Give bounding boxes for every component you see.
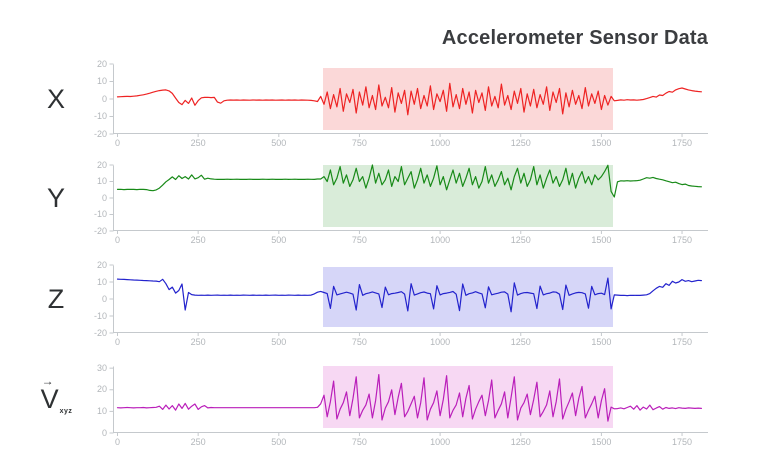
- signal-plot-y: [109, 164, 708, 234]
- y-tick-label: 30: [96, 362, 107, 373]
- plot-area-v: 30 20 10 0 0 250 500 750 1000 1250 1500 1750: [97, 363, 708, 447]
- signal-plot-x: [109, 63, 708, 137]
- y-tick-label: 0: [101, 293, 107, 304]
- series-label-x: X: [0, 64, 113, 134]
- x-tick-label: 1750: [672, 437, 693, 447]
- subplot-row-x: X 20 10 0 -10 -20 0 250 500 750 1000 1250 1500 1750: [0, 59, 768, 148]
- series-label-wrap: → Vxyz: [40, 374, 73, 415]
- x-tick-label: 250: [190, 138, 206, 148]
- y-tick-label: 10: [96, 76, 107, 86]
- y-tick-label: -20: [93, 225, 107, 236]
- y-tick-label: 10: [96, 405, 107, 416]
- x-tick-label: 1750: [672, 235, 693, 245]
- y-tick-label: 10: [96, 276, 107, 287]
- y-tick-label: -20: [93, 327, 107, 338]
- page-title: Accelerometer Sensor Data: [441, 27, 709, 49]
- series-label-wrap: Z: [47, 283, 65, 314]
- signal-plot-z: [109, 264, 708, 336]
- series-label-wrap: Y: [46, 182, 65, 213]
- x-tick-label: 1000: [430, 437, 451, 447]
- x-tick-label: 1500: [591, 235, 612, 245]
- plot-area-z: 20 10 0 -10 -20 0 250 500 750 1000 1250 1500 1750: [94, 260, 708, 347]
- x-tick-label: 500: [271, 138, 287, 148]
- x-tick-label: 1000: [430, 337, 451, 347]
- x-tick-label: 500: [271, 337, 287, 347]
- y-tick-label: 10: [96, 176, 107, 186]
- x-tick-label: 500: [271, 235, 287, 245]
- series-label-wrap: X: [46, 83, 65, 114]
- x-tick-label: 1500: [591, 138, 612, 148]
- x-tick-label: 1000: [430, 235, 451, 245]
- x-tick-label: 1500: [591, 337, 612, 347]
- x-tick-label: 1250: [510, 337, 531, 347]
- x-tick-label: 250: [190, 437, 206, 447]
- y-tick-label: 20: [96, 58, 107, 69]
- x-tick-label: 750: [351, 235, 367, 245]
- y-tick-label: -10: [93, 310, 107, 321]
- x-tick-label: 1500: [591, 437, 612, 447]
- highlight-band: [323, 366, 613, 428]
- x-tick-label: 0: [114, 138, 121, 148]
- y-tick-label: 20: [96, 259, 107, 270]
- x-tick-label: 750: [351, 337, 367, 347]
- x-tick-label: 1250: [510, 437, 531, 447]
- x-tick-label: 0: [114, 437, 121, 447]
- y-tick-label: -10: [93, 111, 107, 121]
- subplot-row-v: → Vxyz 30 20 10 0 0 250 500 750 1000 1250 1500 1750: [0, 363, 768, 447]
- x-tick-label: 1750: [672, 138, 693, 148]
- subplot-row-y: Y 20 10 0 -10 -20 0 250 500 750 1000 1250 1500 1750: [0, 160, 768, 245]
- x-tick-label: 250: [190, 337, 206, 347]
- series-label-y: Y: [0, 165, 113, 231]
- y-tick-label: 0: [101, 427, 107, 438]
- y-tick-label: 20: [96, 384, 107, 395]
- y-tick-label: -20: [93, 128, 107, 139]
- x-tick-label: 750: [351, 138, 367, 148]
- x-tick-label: 0: [114, 337, 121, 347]
- y-tick-label: 0: [101, 192, 107, 203]
- vector-arrow: →: [41, 374, 54, 388]
- y-tick-label: 0: [101, 93, 107, 104]
- x-tick-label: 500: [271, 437, 287, 447]
- signal-plot-v: [109, 366, 708, 436]
- x-tick-label: 1750: [672, 337, 693, 347]
- plot-area-x: 20 10 0 -10 -20 0 250 500 750 1000 1250 1500 1750: [94, 59, 708, 148]
- x-tick-label: 1250: [510, 235, 531, 245]
- x-tick-label: 1000: [430, 138, 451, 148]
- y-tick-label: 20: [96, 159, 107, 170]
- y-tick-label: -10: [93, 209, 107, 219]
- x-tick-label: 250: [190, 235, 206, 245]
- highlight-band: [323, 165, 613, 227]
- x-tick-label: 0: [114, 235, 121, 245]
- x-tick-label: 1250: [510, 138, 531, 148]
- series-label-v: → Vxyz: [0, 366, 113, 433]
- plot-area-y: 20 10 0 -10 -20 0 250 500 750 1000 1250 1500 1750: [94, 160, 708, 245]
- subplot-row-z: Z 20 10 0 -10 -20 0 250 500 750 1000 1250 1500 1750: [0, 260, 768, 347]
- x-tick-label: 750: [351, 437, 367, 447]
- series-label-z: Z: [0, 265, 113, 333]
